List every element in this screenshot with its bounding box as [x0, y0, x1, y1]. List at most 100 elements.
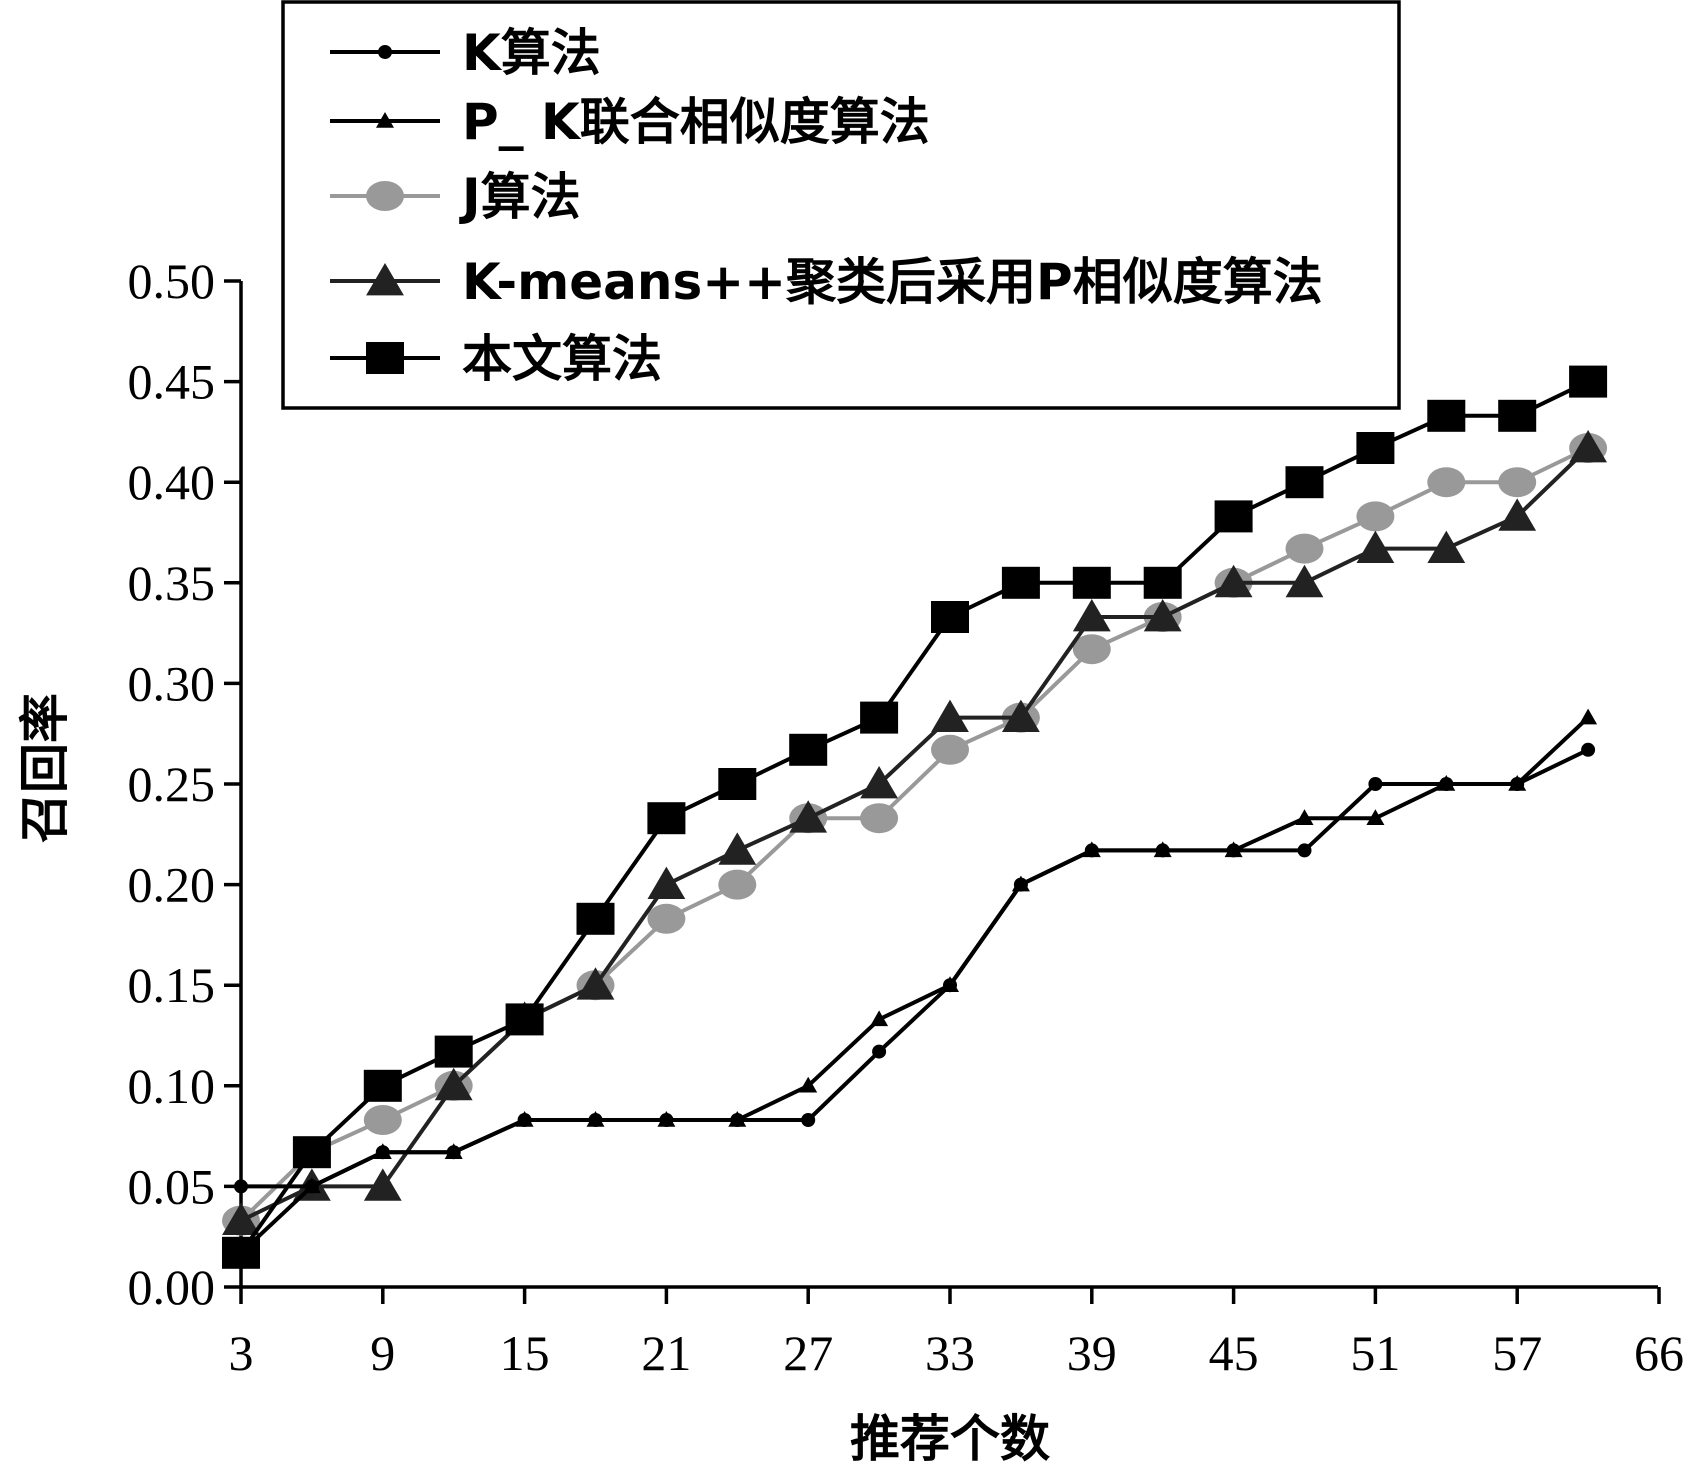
data-point — [931, 699, 969, 733]
data-point — [860, 766, 898, 799]
data-point — [517, 1113, 532, 1128]
data-point — [799, 1076, 818, 1093]
data-point — [647, 802, 686, 835]
data-point — [1569, 365, 1608, 398]
series-3 — [222, 432, 1608, 1236]
data-point — [1155, 843, 1170, 858]
data-point — [1427, 467, 1466, 498]
data-point — [1356, 501, 1395, 532]
series-layer — [222, 365, 1608, 1269]
data-point — [1214, 500, 1253, 533]
legend-swatch-marker — [366, 342, 404, 374]
y-tick-label: 0.20 — [128, 857, 216, 913]
data-point — [870, 1010, 889, 1027]
data-point — [588, 1113, 603, 1128]
data-point — [1143, 599, 1182, 632]
series-1 — [234, 742, 1596, 1194]
data-point — [1427, 399, 1466, 432]
data-point — [222, 1202, 260, 1236]
data-point — [1498, 399, 1537, 432]
legend-label: P_ K联合相似度算法 — [462, 93, 930, 151]
data-point — [1579, 708, 1598, 725]
x-tick-label: 51 — [1350, 1325, 1400, 1381]
data-point — [659, 1113, 674, 1128]
y-tick-label: 0.25 — [128, 756, 216, 812]
data-point — [860, 803, 899, 834]
x-tick-label: 21 — [641, 1325, 691, 1381]
x-tick-label: 66 — [1634, 1325, 1684, 1381]
data-point — [375, 1145, 390, 1160]
data-point — [718, 832, 757, 865]
data-point — [801, 1113, 816, 1128]
data-point — [1439, 777, 1454, 791]
data-point — [943, 978, 957, 993]
series-2 — [232, 708, 1598, 1260]
data-point — [718, 768, 757, 800]
data-point — [1285, 564, 1324, 598]
legend-label: J算法 — [459, 168, 581, 226]
x-tick-label: 45 — [1209, 1325, 1259, 1381]
data-point — [1013, 877, 1028, 892]
x-tick-label: 57 — [1492, 1325, 1542, 1381]
x-tick-label: 27 — [783, 1325, 833, 1381]
y-tick-label: 0.40 — [128, 454, 216, 510]
data-point — [1285, 533, 1324, 564]
data-point — [434, 1035, 473, 1068]
series-line — [241, 747, 1589, 1189]
legend-item-3: J算法 — [330, 168, 581, 226]
legend-label: K算法 — [462, 24, 601, 82]
data-point — [931, 734, 969, 765]
legend-label: K-means++聚类后采用P相似度算法 — [462, 253, 1323, 311]
data-point — [718, 869, 757, 900]
x-tick-label: 33 — [925, 1325, 975, 1381]
y-tick-label: 0.30 — [128, 655, 216, 711]
legend-swatch-marker — [366, 263, 404, 296]
data-point — [505, 1003, 544, 1036]
y-axis-title: 召回率 — [16, 693, 74, 843]
data-point — [234, 1179, 248, 1194]
data-point — [363, 1069, 402, 1102]
data-point — [1427, 530, 1466, 563]
x-tick-label: 15 — [500, 1325, 550, 1381]
data-point — [304, 1179, 319, 1194]
data-point — [1072, 566, 1111, 599]
data-point — [1366, 809, 1385, 825]
data-point — [1295, 809, 1314, 825]
data-point — [1143, 566, 1182, 599]
data-point — [446, 1145, 461, 1160]
series-4 — [222, 429, 1607, 1236]
legend-item-2: P_ K联合相似度算法 — [330, 93, 930, 151]
data-point — [730, 1113, 745, 1128]
legend-item-4: K-means++聚类后采用P相似度算法 — [330, 253, 1323, 311]
y-tick-label: 0.10 — [128, 1058, 216, 1114]
data-point — [434, 1067, 473, 1101]
legend-item-5: 本文算法 — [330, 330, 662, 388]
legend-swatch-marker — [378, 45, 392, 59]
data-point — [647, 903, 686, 934]
data-point — [576, 902, 615, 935]
data-point — [931, 601, 969, 634]
ticks: 0.00 0.05 0.10 0.15 0.20 0.25 0.30 0.35 0.40 0.45… — [128, 253, 1685, 1381]
series-line — [240, 446, 1590, 1223]
data-point — [872, 1044, 887, 1059]
series-line — [239, 716, 1590, 1255]
data-point — [1214, 564, 1253, 598]
data-point — [1001, 566, 1040, 599]
data-point — [1498, 498, 1537, 531]
y-tick-label: 0.50 — [128, 253, 216, 309]
data-point — [860, 701, 899, 734]
legend-item-1: K算法 — [330, 24, 601, 82]
data-point — [292, 1136, 331, 1169]
data-point — [789, 800, 828, 833]
series-5 — [222, 365, 1608, 1269]
x-tick-label: 3 — [229, 1325, 254, 1381]
legend-swatch-marker — [376, 112, 394, 128]
data-point — [1002, 699, 1040, 733]
data-point — [1356, 530, 1395, 563]
data-point — [1581, 742, 1596, 757]
data-point — [363, 1168, 402, 1201]
data-point — [1297, 843, 1312, 858]
data-point — [1226, 843, 1241, 858]
y-tick-label: 0.15 — [128, 957, 216, 1013]
